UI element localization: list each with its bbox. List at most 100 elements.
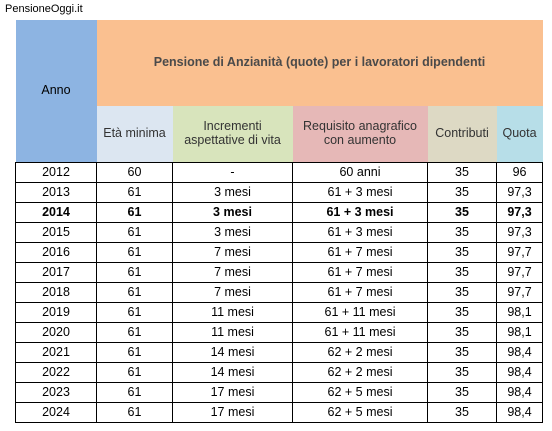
cell-quota: 97,7: [495, 242, 544, 263]
table-row: 2021 61 14 mesi 62 + 2 mesi 35 98,4: [15, 342, 544, 363]
cell-requisito: 62 + 2 mesi: [292, 342, 428, 363]
cell-requisito: 61 + 7 mesi: [292, 242, 428, 263]
header-anno: Anno: [15, 20, 97, 163]
cell-contributi: 35: [427, 262, 497, 283]
cell-anno: 2017: [15, 262, 97, 283]
cell-requisito: 61 + 7 mesi: [292, 282, 428, 303]
header-incrementi: Incrementi aspettative di vita: [172, 105, 293, 163]
cell-anno: 2018: [15, 282, 97, 303]
cell-contributi: 35: [427, 182, 497, 203]
cell-quota: 97,3: [495, 202, 544, 223]
table-row: 2023 61 17 mesi 62 + 5 mesi 35 98,4: [15, 382, 544, 403]
cell-contributi: 35: [427, 162, 497, 183]
header-title: Pensione di Anzianità (quote) per i lavo…: [96, 20, 543, 106]
cell-quota: 97,7: [495, 262, 544, 283]
cell-requisito: 62 + 5 mesi: [292, 382, 428, 403]
cell-eta: 61: [96, 282, 173, 303]
cell-eta: 61: [96, 382, 173, 403]
table-row: 2018 61 7 mesi 61 + 7 mesi 35 97,7: [15, 282, 544, 303]
table-row: 2019 61 11 mesi 61 + 11 mesi 35 98,1: [15, 302, 544, 323]
cell-incrementi: 17 mesi: [172, 382, 293, 403]
cell-requisito: 61 + 7 mesi: [292, 262, 428, 283]
pension-table: Anno Pensione di Anzianità (quote) per i…: [15, 20, 544, 423]
cell-anno: 2021: [15, 342, 97, 363]
cell-quota: 98,4: [495, 382, 544, 403]
cell-incrementi: 7 mesi: [172, 282, 293, 303]
cell-incrementi: 3 mesi: [172, 182, 293, 203]
header-quota: Quota: [496, 105, 543, 163]
table-row: 2022 61 14 mesi 62 + 2 mesi 35 98,4: [15, 362, 544, 383]
cell-requisito: 61 + 11 mesi: [292, 302, 428, 323]
table-row: 2016 61 7 mesi 61 + 7 mesi 35 97,7: [15, 242, 544, 263]
cell-eta: 61: [96, 242, 173, 263]
cell-quota: 97,3: [495, 222, 544, 243]
cell-contributi: 35: [427, 222, 497, 243]
table-row: 2013 61 3 mesi 61 + 3 mesi 35 97,3: [15, 182, 544, 203]
cell-requisito: 62 + 2 mesi: [292, 362, 428, 383]
cell-incrementi: 7 mesi: [172, 262, 293, 283]
cell-requisito: 61 + 3 mesi: [292, 222, 428, 243]
cell-anno: 2013: [15, 182, 97, 203]
cell-quota: 97,3: [495, 182, 544, 203]
cell-incrementi: -: [172, 162, 293, 183]
table-row: 2024 61 17 mesi 62 + 5 mesi 35 98,4: [15, 402, 544, 423]
cell-anno: 2014: [15, 202, 97, 223]
cell-anno: 2015: [15, 222, 97, 243]
table-row: 2014 61 3 mesi 61 + 3 mesi 35 97,3: [15, 202, 544, 223]
table-row: 2012 60-60 anni 35 96: [15, 162, 544, 183]
cell-contributi: 35: [427, 282, 497, 303]
cell-quota: 97,7: [495, 282, 544, 303]
cell-incrementi: 14 mesi: [172, 362, 293, 383]
cell-requisito: 62 + 5 mesi: [292, 402, 428, 423]
header-requisito: Requisito anagrafico con aumento: [292, 105, 428, 163]
cell-contributi: 35: [427, 322, 497, 343]
cell-incrementi: 14 mesi: [172, 342, 293, 363]
table-row: 2017 61 7 mesi 61 + 7 mesi 35 97,7: [15, 262, 544, 283]
cell-eta: 61: [96, 222, 173, 243]
cell-incrementi: 3 mesi: [172, 222, 293, 243]
cell-contributi: 35: [427, 302, 497, 323]
cell-eta: 61: [96, 342, 173, 363]
cell-requisito: 61 + 3 mesi: [292, 182, 428, 203]
cell-anno: 2019: [15, 302, 97, 323]
cell-anno: 2024: [15, 402, 97, 423]
cell-quota: 96: [495, 162, 544, 183]
cell-incrementi: 11 mesi: [172, 322, 293, 343]
table-row: 2015 61 3 mesi 61 + 3 mesi 35 97,3: [15, 222, 544, 243]
cell-quota: 98,4: [495, 342, 544, 363]
cell-eta: 61: [96, 322, 173, 343]
cell-contributi: 35: [427, 202, 497, 223]
cell-requisito: 61 + 3 mesi: [292, 202, 428, 223]
cell-incrementi: 7 mesi: [172, 242, 293, 263]
cell-quota: 98,4: [495, 402, 544, 423]
cell-anno: 2016: [15, 242, 97, 263]
cell-requisito: 61 + 11 mesi: [292, 322, 428, 343]
cell-eta: 61: [96, 302, 173, 323]
cell-quota: 98,4: [495, 362, 544, 383]
site-label: PensioneOggi.it: [5, 3, 83, 15]
cell-requisito: 60 anni: [292, 162, 428, 183]
header-eta-minima: Età minima: [96, 105, 173, 163]
cell-contributi: 35: [427, 362, 497, 383]
cell-eta: 61: [96, 182, 173, 203]
cell-incrementi: 3 mesi: [172, 202, 293, 223]
cell-incrementi: 11 mesi: [172, 302, 293, 323]
cell-anno: 2022: [15, 362, 97, 383]
cell-contributi: 35: [427, 242, 497, 263]
cell-anno: 2020: [15, 322, 97, 343]
cell-eta: 61: [96, 362, 173, 383]
cell-quota: 98,1: [495, 302, 544, 323]
cell-eta: 60: [96, 162, 173, 183]
cell-contributi: 35: [427, 402, 497, 423]
cell-anno: 2012: [15, 162, 97, 183]
header-contributi: Contributi: [427, 105, 497, 163]
cell-eta: 61: [96, 202, 173, 223]
cell-eta: 61: [96, 262, 173, 283]
cell-contributi: 35: [427, 382, 497, 403]
cell-quota: 98,1: [495, 322, 544, 343]
table-row: 2020 61 11 mesi 61 + 11 mesi 35 98,1: [15, 322, 544, 343]
cell-anno: 2023: [15, 382, 97, 403]
cell-contributi: 35: [427, 342, 497, 363]
cell-eta: 61: [96, 402, 173, 423]
cell-incrementi: 17 mesi: [172, 402, 293, 423]
